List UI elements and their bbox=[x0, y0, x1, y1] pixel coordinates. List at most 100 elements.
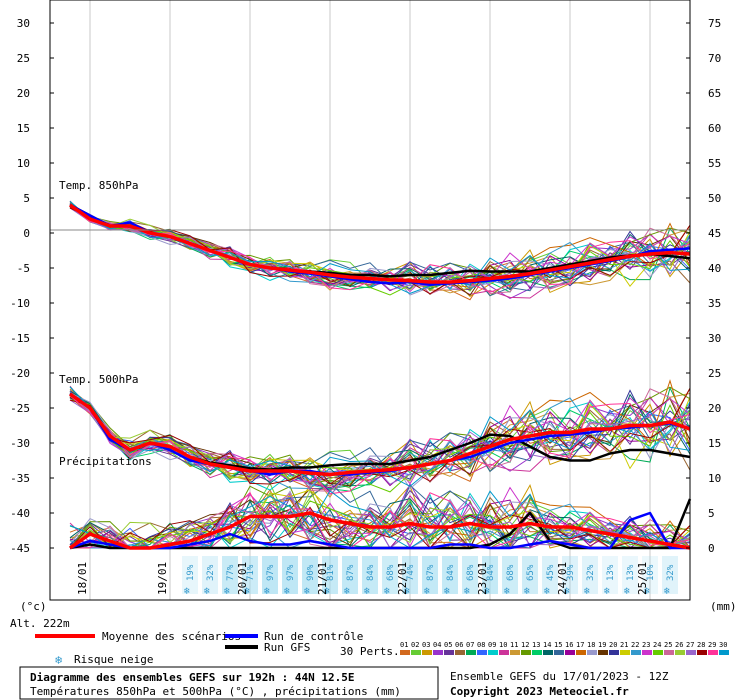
perturbation-id: 29 bbox=[708, 641, 716, 649]
perturbation-id: 18 bbox=[587, 641, 595, 649]
snowflake-icon: ❄ bbox=[404, 586, 411, 597]
footer-run-info: Ensemble GEFS du 17/01/2023 - 12Z bbox=[450, 670, 669, 683]
right-tick-label: 45 bbox=[708, 227, 721, 240]
left-axis-ticks: 30 25 20 15 10 5 0 -5 -10 -15 -20 -25 -30 -35 -40 -45 bbox=[10, 17, 54, 555]
perturbation-swatch bbox=[664, 650, 674, 655]
left-tick-label: -40 bbox=[10, 507, 30, 520]
left-tick-label: 0 bbox=[23, 227, 30, 240]
snowflake-icon: ❄ bbox=[364, 586, 371, 597]
perturbation-swatch bbox=[598, 650, 608, 655]
snow-risk-cell bbox=[662, 556, 678, 594]
perturbation-id: 09 bbox=[488, 641, 496, 649]
snow-risk-cell bbox=[562, 556, 578, 594]
snowflake-icon: ❄ bbox=[444, 586, 451, 597]
perturbation-t500-line bbox=[69, 395, 691, 495]
legend-snow-label: Risque neige bbox=[74, 653, 153, 666]
x-tick-label: 21/01 bbox=[316, 562, 329, 595]
perturbation-id: 12 bbox=[521, 641, 529, 649]
snow-risk-value: 77% bbox=[226, 564, 236, 581]
perturbation-swatch bbox=[510, 650, 520, 655]
snowflake-icon: ❄ bbox=[264, 586, 271, 597]
perturbation-id: 07 bbox=[466, 641, 474, 649]
snow-risk-cell bbox=[262, 556, 278, 594]
left-tick-label: -30 bbox=[10, 437, 30, 450]
perturbation-swatch bbox=[697, 650, 707, 655]
perturbation-swatch bbox=[653, 650, 663, 655]
snowflake-icon: ❄ bbox=[544, 586, 551, 597]
snow-risk-value: 13% bbox=[606, 564, 616, 581]
right-tick-label: 60 bbox=[708, 122, 721, 135]
left-axis-unit: (°c) bbox=[20, 600, 47, 613]
perturbation-swatch bbox=[499, 650, 509, 655]
perturbation-id: 23 bbox=[642, 641, 650, 649]
snowflake-icon: ❄ bbox=[224, 586, 231, 597]
perturbation-swatch bbox=[411, 650, 421, 655]
perturbation-id: 24 bbox=[653, 641, 661, 649]
perturbation-swatch bbox=[620, 650, 630, 655]
left-tick-label: 25 bbox=[17, 52, 30, 65]
right-tick-label: 20 bbox=[708, 402, 721, 415]
mean-precip-line bbox=[68, 511, 691, 550]
x-tick-label: 24/01 bbox=[556, 562, 569, 595]
x-tick-label: 19/01 bbox=[156, 562, 169, 595]
perturbation-id: 28 bbox=[697, 641, 705, 649]
snow-risk-strip: 19% ❄ 32% ❄ 77% ❄ 71% ❄ 97% ❄ 97% ❄ 90% ❄ 81% ❄ 87% ❄ 84% ❄… bbox=[182, 556, 678, 597]
snowflake-icon: ❄ bbox=[204, 586, 211, 597]
legend-mean-label: Moyenne des scénarios bbox=[102, 630, 241, 643]
snowflake-icon: ❄ bbox=[524, 586, 531, 597]
snow-risk-cell bbox=[542, 556, 558, 594]
perturbation-id: 27 bbox=[686, 641, 694, 649]
snowflake-icon: ❄ bbox=[184, 586, 191, 597]
perturbation-swatch bbox=[609, 650, 619, 655]
mean-t500-line bbox=[68, 392, 691, 477]
snow-risk-value: 71% bbox=[246, 564, 256, 581]
perturbation-swatch bbox=[444, 650, 454, 655]
altitude-label: Alt. 222m bbox=[10, 617, 70, 630]
perturbation-id: 02 bbox=[411, 641, 419, 649]
snowflake-icon: ❄ bbox=[284, 586, 291, 597]
right-tick-label: 5 bbox=[708, 507, 715, 520]
snow-risk-value: 87% bbox=[426, 564, 436, 581]
snow-risk-value: 84% bbox=[486, 564, 496, 581]
perturbation-swatch bbox=[642, 650, 652, 655]
perturbation-id: 04 bbox=[433, 641, 441, 649]
right-tick-label: 65 bbox=[708, 87, 721, 100]
footer-title-box bbox=[19, 666, 439, 700]
snowflake-icon: ❄ bbox=[304, 586, 311, 597]
snowflake-icon: ❄ bbox=[644, 586, 651, 597]
perturbation-swatch bbox=[587, 650, 597, 655]
perturbation-precip-line bbox=[69, 491, 691, 549]
perturbation-swatch bbox=[719, 650, 729, 655]
right-tick-label: 15 bbox=[708, 437, 721, 450]
legend: Moyenne des scénarios Run de contrôle Ru… bbox=[35, 630, 729, 667]
perturbation-t500-line bbox=[69, 388, 691, 485]
legend-gfs-label: Run GFS bbox=[264, 641, 310, 654]
perturbation-swatch bbox=[477, 650, 487, 655]
snow-risk-value: 68% bbox=[386, 564, 396, 581]
control-precip-line bbox=[69, 511, 690, 550]
snowflake-icon: ❄ bbox=[664, 586, 671, 597]
perturbation-id: 30 bbox=[719, 641, 727, 649]
perturbation-swatch bbox=[422, 650, 432, 655]
right-tick-label: 70 bbox=[708, 52, 721, 65]
snow-risk-value: 32% bbox=[586, 564, 596, 581]
snow-risk-value: 65% bbox=[526, 564, 536, 581]
snow-risk-value: 81% bbox=[326, 564, 336, 581]
perturbation-id: 17 bbox=[576, 641, 584, 649]
snowflake-icon: ❄ bbox=[244, 586, 251, 597]
snow-risk-cell bbox=[522, 556, 538, 594]
snow-risk-cell bbox=[402, 556, 418, 594]
perturbation-swatch bbox=[675, 650, 685, 655]
perturbation-swatch bbox=[565, 650, 575, 655]
snow-risk-cell bbox=[362, 556, 378, 594]
snow-risk-value: 74% bbox=[406, 564, 416, 581]
footer-subtitle: Températures 850hPa et 500hPa (°C) , pré… bbox=[30, 685, 401, 698]
left-tick-label: -25 bbox=[10, 402, 30, 415]
perturbation-id: 25 bbox=[664, 641, 672, 649]
perturbation-id: 01 bbox=[400, 641, 408, 649]
snow-risk-value: 84% bbox=[366, 564, 376, 581]
perturbation-legend: 01 02 03 04 05 06 07 08 09 10 11 12 13 14 15 16 17 18 19 20… bbox=[400, 641, 729, 655]
t500-label: Temp. 500hPa bbox=[59, 373, 138, 386]
right-tick-label: 25 bbox=[708, 367, 721, 380]
